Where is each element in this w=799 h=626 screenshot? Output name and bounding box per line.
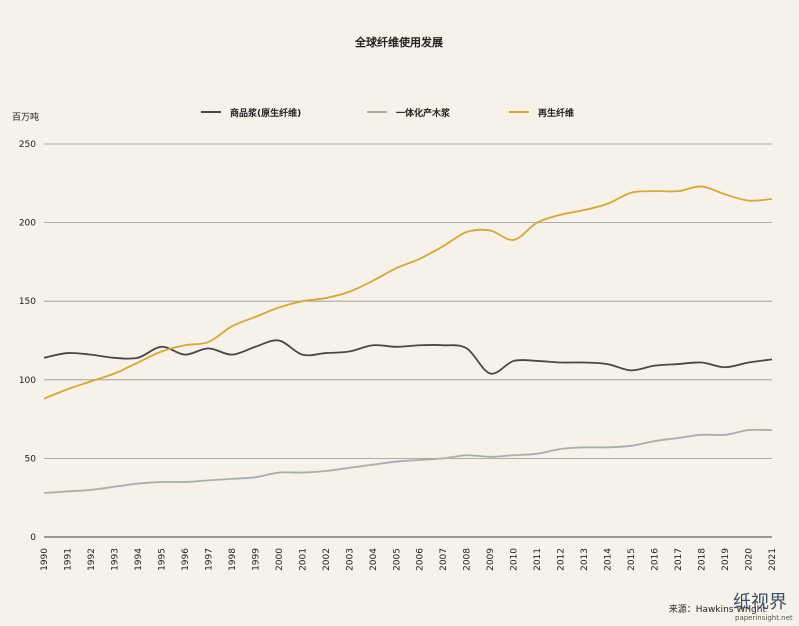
grid xyxy=(44,143,772,538)
legend-label-0: 商品浆(原生纤维) xyxy=(230,107,301,119)
watermark-logo: 纸视界 xyxy=(733,592,787,613)
x-tick-label: 2010 xyxy=(510,548,520,571)
x-tick-label: 1998 xyxy=(228,548,238,571)
x-tick-label: 1995 xyxy=(157,548,167,571)
y-tick-label: 150 xyxy=(19,297,36,307)
x-tick-label: 2012 xyxy=(557,548,567,571)
x-tick-label: 2013 xyxy=(580,548,590,571)
x-tick-label: 2017 xyxy=(674,548,684,571)
y-axis-unit: 百万吨 xyxy=(12,111,39,123)
x-tick-label: 2011 xyxy=(533,548,543,571)
x-tick-label: 2016 xyxy=(651,548,661,571)
x-tick-label: 1991 xyxy=(63,548,73,571)
x-tick-label: 2005 xyxy=(392,548,402,571)
x-tick-label: 1994 xyxy=(134,548,144,571)
x-tick-label: 2021 xyxy=(768,548,778,571)
x-tick-label: 2019 xyxy=(721,548,731,571)
legend: 商品浆(原生纤维) 一体化产木浆 再生纤维 xyxy=(201,107,574,119)
y-tick-label: 50 xyxy=(25,454,37,464)
x-tick-label: 2014 xyxy=(604,548,614,571)
y-tick-label: 250 xyxy=(19,140,36,150)
x-tick-label: 2003 xyxy=(345,548,355,571)
x-tick-labels: 1990 1991 1992 1993 1994 1995 1996 1997 1998 1999… xyxy=(40,548,778,571)
chart-title: 全球纤维使用发展 xyxy=(354,35,444,49)
y-tick-label: 0 xyxy=(30,533,36,543)
x-tick-label: 2020 xyxy=(745,548,755,571)
x-tick-label: 2000 xyxy=(275,548,285,571)
series-lines xyxy=(43,185,773,494)
x-tick-label: 2009 xyxy=(486,548,496,571)
x-tick-label: 1996 xyxy=(181,548,191,571)
y-tick-label: 200 xyxy=(19,219,36,229)
x-tick-label: 2001 xyxy=(298,548,308,571)
x-tick-label: 1993 xyxy=(110,548,120,571)
x-tick-label: 2006 xyxy=(416,548,426,571)
y-tick-label: 100 xyxy=(19,376,36,386)
x-tick-label: 1990 xyxy=(40,548,50,571)
x-tick-label: 1997 xyxy=(204,548,214,571)
x-tick-label: 2015 xyxy=(627,548,637,571)
watermark: 纸视界 paperinsight.net xyxy=(733,592,793,622)
legend-label-1: 一体化产木浆 xyxy=(396,107,451,119)
y-tick-labels: 0 50 100 150 200 250 xyxy=(19,140,36,543)
series-line-2 xyxy=(43,185,773,400)
legend-label-2: 再生纤维 xyxy=(538,107,574,119)
x-tick-label: 2004 xyxy=(369,548,379,571)
x-tick-label: 2002 xyxy=(322,548,332,571)
source-note: 来源：Hawkins Wright xyxy=(669,604,767,615)
series-line-0 xyxy=(43,339,773,375)
x-tick-label: 2018 xyxy=(698,548,708,571)
x-tick-label: 1992 xyxy=(87,548,97,571)
x-tick-label: 2007 xyxy=(439,548,449,571)
x-tick-label: 2008 xyxy=(463,548,473,571)
series-line-1 xyxy=(43,428,773,494)
watermark-url: paperinsight.net xyxy=(735,614,793,622)
x-tick-label: 1999 xyxy=(251,548,261,571)
